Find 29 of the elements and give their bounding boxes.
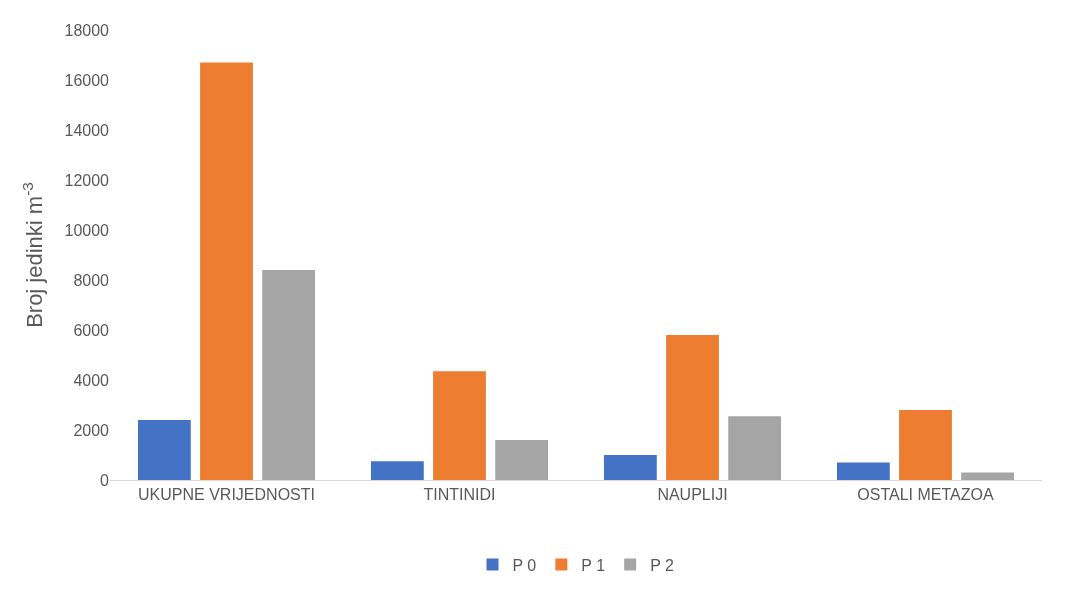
bar: [603, 455, 657, 480]
x-tick-label: NAUPLIJI: [657, 486, 728, 504]
y-tick-label: 6000: [73, 321, 110, 339]
y-tick-label: 10000: [64, 221, 110, 239]
bar: [836, 462, 890, 480]
bar: [433, 371, 486, 480]
bar: [495, 440, 549, 480]
legend-label: P 1: [581, 556, 606, 574]
y-tick-label: 12000: [64, 171, 110, 189]
bar: [262, 270, 316, 480]
y-tick-label: 16000: [64, 71, 110, 89]
bar: [961, 472, 1015, 480]
x-tick-label: UKUPNE VRIJEDNOSTI: [138, 486, 315, 504]
legend-label: P 0: [512, 556, 537, 574]
y-tick-label: 0: [100, 471, 110, 489]
x-tick-label: TINTINIDI: [423, 486, 496, 504]
bar: [137, 420, 191, 480]
y-tick-label: 4000: [73, 371, 110, 389]
y-tick-label: 14000: [64, 121, 110, 139]
bar: [899, 410, 952, 480]
x-tick-label: OSTALI METAZOA: [857, 486, 994, 504]
bar: [200, 62, 253, 480]
bar: [370, 461, 424, 480]
y-tick-label: 8000: [73, 271, 110, 289]
y-tick-label: 18000: [64, 21, 110, 39]
bar: [728, 416, 782, 480]
y-tick-label: 2000: [73, 421, 110, 439]
legend-label: P 2: [650, 556, 674, 574]
bar: [666, 335, 719, 480]
